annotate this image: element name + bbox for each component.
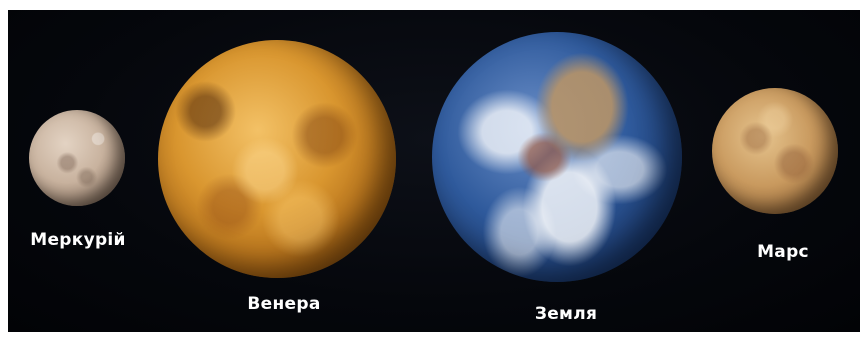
earth-planet <box>432 32 682 282</box>
venus-label: Венера <box>247 294 321 314</box>
venus-planet <box>158 40 396 278</box>
mars-label: Марс <box>757 242 809 262</box>
mercury-planet <box>29 110 125 206</box>
mercury-label: Меркурій <box>30 230 126 250</box>
planets-image: Меркурій Венера Земля Марс <box>8 10 860 332</box>
earth-label: Земля <box>534 304 598 324</box>
mars-planet <box>712 88 838 214</box>
